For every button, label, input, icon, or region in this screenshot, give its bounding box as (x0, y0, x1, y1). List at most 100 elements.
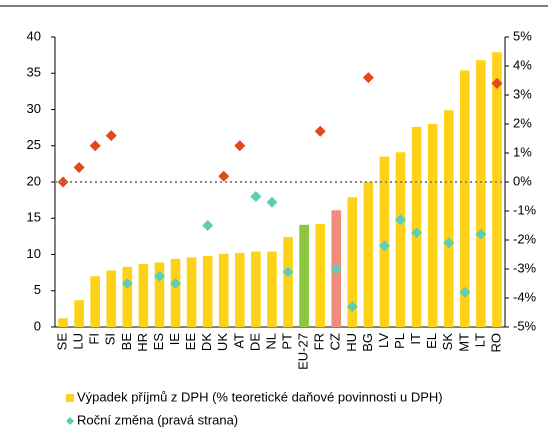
bar (74, 300, 84, 327)
x-tick-label: LV (376, 333, 391, 348)
x-tick-label: DK (199, 333, 214, 351)
bar (427, 124, 438, 327)
diamond-point (202, 220, 214, 231)
diamond-point (459, 286, 471, 298)
diamond-point (378, 240, 390, 252)
bar (283, 237, 293, 327)
diamond-point (314, 125, 326, 137)
y2-tick-label: -2% (513, 231, 537, 246)
y-tick-label: 0 (34, 318, 41, 333)
x-tick-label: BE (119, 333, 134, 351)
bar (186, 257, 197, 327)
diamond-point (105, 130, 117, 142)
bar (122, 266, 133, 327)
diamond-point (266, 196, 278, 208)
y-tick-label: 20 (27, 173, 41, 188)
x-tick-label: MT (456, 333, 471, 352)
y-tick-label: 35 (27, 65, 41, 80)
x-tick-label: SK (440, 333, 455, 351)
y-tick-label: 10 (27, 246, 41, 261)
x-tick-label: RO (488, 333, 503, 353)
bar (202, 255, 213, 327)
y2-tick-label: 1% (513, 144, 532, 159)
diamond-point (218, 170, 230, 182)
x-tick-label: EE (183, 333, 198, 351)
x-tick-label: CZ (328, 333, 343, 350)
bar (395, 152, 406, 327)
x-tick-label: PL (392, 333, 407, 349)
bar (267, 251, 277, 327)
diamond-point (330, 263, 342, 275)
bar (58, 318, 68, 327)
x-tick-label: FI (87, 333, 102, 345)
y2-tick-label: -3% (513, 260, 537, 275)
x-tick-label: EL (424, 333, 439, 349)
legend-label: Výpadek příjmů z DPH (% teoretické daňov… (77, 389, 443, 404)
bar (138, 263, 149, 327)
legend-swatch (66, 394, 74, 402)
bar (315, 224, 325, 327)
bar (411, 126, 422, 328)
x-tick-label: NL (263, 333, 278, 350)
diamond-point (362, 72, 374, 84)
diamond-point (411, 227, 423, 239)
legend-swatch (66, 417, 74, 425)
x-tick-label: IE (167, 333, 182, 346)
bar (235, 253, 245, 327)
diamond-point (153, 270, 165, 282)
bar (154, 262, 165, 327)
legend-label: Roční změna (pravá strana) (77, 412, 238, 427)
diamond-point (491, 77, 503, 89)
bar (363, 182, 374, 327)
bar (460, 70, 470, 327)
x-tick-label: HR (135, 333, 150, 352)
diamond-point (282, 266, 294, 278)
x-tick-label: LT (472, 333, 487, 347)
bar (443, 110, 454, 327)
diamond-point (346, 301, 358, 313)
x-tick-label: DE (247, 333, 262, 351)
bar (170, 258, 181, 327)
bar (476, 60, 486, 327)
bar (347, 197, 358, 327)
y2-tick-label: 5% (513, 28, 532, 43)
y-tick-label: 30 (27, 101, 41, 116)
diamond-point (443, 237, 455, 249)
bar (492, 52, 502, 327)
x-tick-label: PT (279, 333, 294, 350)
diamond-point (89, 140, 101, 152)
x-tick-label: FR (312, 333, 327, 350)
x-tick-label: IT (408, 333, 423, 345)
diamond-point (250, 191, 262, 202)
bar (299, 224, 309, 327)
y2-tick-label: 4% (513, 57, 532, 72)
y2-tick-label: -5% (513, 318, 537, 333)
diamond-point (234, 140, 246, 152)
y-tick-label: 40 (27, 28, 41, 43)
y-tick-label: 25 (27, 137, 41, 152)
x-tick-label: SI (103, 333, 118, 345)
y2-tick-label: -4% (513, 289, 537, 304)
diamond-point (395, 214, 407, 226)
x-tick-label: UK (215, 333, 230, 351)
diamond-point (170, 278, 182, 289)
y2-tick-label: 3% (513, 86, 532, 101)
y2-tick-label: 2% (513, 115, 532, 130)
x-tick-label: EU-27 (296, 333, 311, 370)
x-tick-label: AT (231, 333, 246, 349)
y2-tick-label: -1% (513, 202, 537, 217)
bar (251, 251, 261, 327)
y-tick-label: 15 (27, 210, 41, 225)
diamond-point (121, 278, 133, 289)
diamond-point (73, 162, 85, 173)
diamond-point (57, 176, 69, 188)
x-tick-label: LU (71, 333, 86, 350)
x-tick-label: ES (151, 333, 166, 351)
x-tick-label: HU (344, 333, 359, 352)
bar (90, 276, 100, 327)
diamond-point (475, 228, 487, 240)
y2-tick-label: 0% (513, 173, 532, 188)
bar (106, 270, 117, 327)
y-tick-label: 5 (34, 282, 41, 297)
